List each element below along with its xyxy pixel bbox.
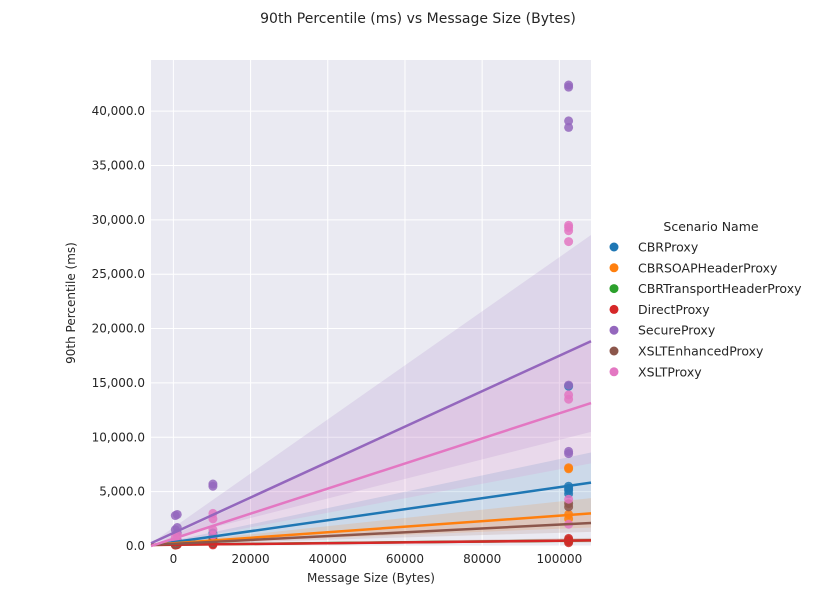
data-point [564, 390, 574, 400]
legend-item-label: XSLTProxy [638, 364, 702, 379]
confidence-band [151, 235, 591, 544]
legend-item-label: CBRSOAPHeaderProxy [638, 260, 778, 275]
y-tick-label: 20,000.0 [92, 322, 145, 336]
data-point [564, 494, 574, 504]
y-tick-label: 40,000.0 [92, 104, 145, 118]
legend-title: Scenario Name [663, 219, 759, 234]
y-tick-label: 30,000.0 [92, 213, 145, 227]
y-axis-ticks: 0.0 5,000.0 10,000.0 15,000.0 20,000.0 25,000… [92, 104, 145, 553]
chart-title: 90th Percentile (ms) vs Message Size (By… [260, 11, 576, 27]
data-point [564, 463, 574, 473]
y-tick-label: 25,000.0 [92, 267, 145, 281]
legend-marker [609, 346, 619, 356]
y-tick-label: 10,000.0 [92, 430, 145, 444]
data-point [564, 220, 574, 230]
legend: CBRProxy CBRSOAPHeaderProxy CBRTransportHe… [609, 240, 802, 379]
regression-lines [150, 340, 592, 548]
x-axis-ticks: 0 20000 40000 60000 80000 100000 [170, 552, 583, 566]
y-tick-label: 0.0 [126, 539, 145, 553]
legend-marker [609, 242, 619, 252]
x-axis-label: Message Size (Bytes) [307, 571, 435, 585]
data-point [564, 446, 574, 456]
plot-background [151, 60, 591, 546]
regression-line [150, 481, 592, 547]
legend-item-label: DirectProxy [638, 302, 710, 317]
legend-item-label: CBRProxy [638, 240, 699, 255]
legend-marker [609, 325, 619, 335]
data-point [564, 116, 574, 126]
legend-item-label: XSLTEnhancedProxy [638, 344, 764, 359]
regression-line [150, 512, 592, 547]
legend-marker [609, 263, 619, 273]
x-tick-label: 100000 [536, 552, 582, 566]
regression-line [150, 521, 592, 547]
regression-line [150, 539, 592, 547]
legend-item-label: CBRTransportHeaderProxy [638, 281, 802, 296]
y-tick-label: 5,000.0 [99, 485, 145, 499]
x-tick-label: 40000 [309, 552, 347, 566]
x-tick-label: 80000 [463, 552, 501, 566]
y-axis-label: 90th Percentile (ms) [64, 242, 78, 364]
y-tick-label: 15,000.0 [92, 376, 145, 390]
data-point [172, 509, 182, 519]
confidence-band [151, 452, 591, 546]
regression-line [150, 401, 592, 548]
grid-lines [151, 60, 591, 547]
data-point [564, 80, 574, 90]
x-tick-label: 20000 [231, 552, 269, 566]
x-tick-label: 0 [170, 552, 178, 566]
legend-item-label: SecureProxy [638, 323, 716, 338]
data-point [564, 237, 574, 247]
y-tick-label: 35,000.0 [92, 158, 145, 172]
confidence-band [151, 498, 591, 545]
regression-line [150, 340, 592, 545]
legend-marker [609, 367, 619, 377]
data-point [564, 122, 574, 132]
legend-marker [609, 284, 619, 294]
x-tick-label: 60000 [386, 552, 424, 566]
data-point [208, 479, 218, 489]
legend-marker [609, 304, 619, 314]
data-point [564, 380, 574, 390]
